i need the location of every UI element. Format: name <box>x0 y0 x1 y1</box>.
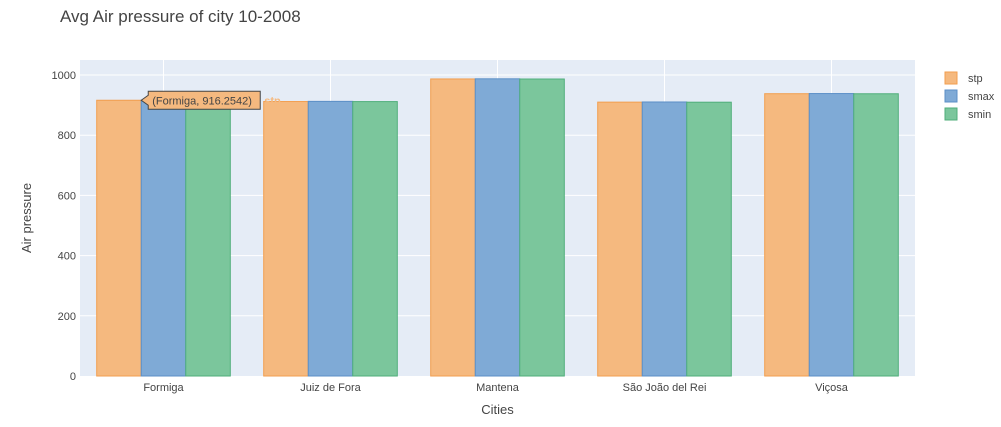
y-tick-label: 600 <box>58 190 76 202</box>
bar-stp-3[interactable] <box>597 101 643 377</box>
bar-smin-3[interactable] <box>686 101 732 377</box>
hover-tooltip: (Formiga, 916.2542) stp <box>140 90 281 110</box>
x-axis-ticks: Formiga Juiz de Fora Mantena São João del R… <box>143 382 848 394</box>
bar-stp-2[interactable] <box>430 78 476 377</box>
bar-smax-0[interactable] <box>140 99 187 377</box>
bar-smin-0[interactable] <box>185 99 231 377</box>
bar-stp-0[interactable] <box>96 99 142 377</box>
x-tick-label: Juiz de Fora <box>300 382 361 394</box>
x-tick-label: São João del Rei <box>623 382 707 394</box>
y-tick-label: 800 <box>58 130 76 142</box>
x-axis-title: Cities <box>481 402 514 417</box>
legend-label-smax[interactable]: smax <box>968 91 995 103</box>
legend-label-smin[interactable]: smin <box>968 109 991 121</box>
hover-series-label: stp <box>264 95 281 107</box>
y-tick-label: 200 <box>58 311 76 323</box>
bar-smin-1[interactable] <box>352 101 398 377</box>
hover-box <box>140 90 261 110</box>
y-tick-label: 400 <box>58 251 76 263</box>
bar-smax-2[interactable] <box>474 78 521 377</box>
legend[interactable]: stp smax smin <box>944 71 995 121</box>
bar-stp-4[interactable] <box>764 93 810 377</box>
bar-smax-4[interactable] <box>808 93 855 377</box>
bar-smin-2[interactable] <box>519 78 565 377</box>
legend-label-stp[interactable]: stp <box>968 73 983 85</box>
bar-smax-1[interactable] <box>307 100 354 377</box>
chart-title: Avg Air pressure of city 10-2008 <box>60 7 301 26</box>
y-tick-label: 1000 <box>52 70 76 82</box>
bars[interactable] <box>96 78 899 377</box>
y-axis-title: Air pressure <box>19 183 34 253</box>
bar-smin-4[interactable] <box>853 93 899 377</box>
legend-swatch-smin[interactable] <box>944 107 958 121</box>
bar-stp-1[interactable] <box>263 101 309 377</box>
y-tick-label: 0 <box>70 371 76 383</box>
bar-smax-3[interactable] <box>641 101 688 377</box>
y-axis-ticks: 0 200 400 600 800 1000 <box>52 70 76 383</box>
hover-value: (Formiga, 916.2542) <box>152 95 252 107</box>
x-tick-label: Mantena <box>476 382 520 394</box>
legend-swatch-smax[interactable] <box>944 89 958 103</box>
legend-swatch-stp[interactable] <box>944 71 958 85</box>
x-tick-label: Viçosa <box>815 382 849 394</box>
x-tick-label: Formiga <box>143 382 184 394</box>
